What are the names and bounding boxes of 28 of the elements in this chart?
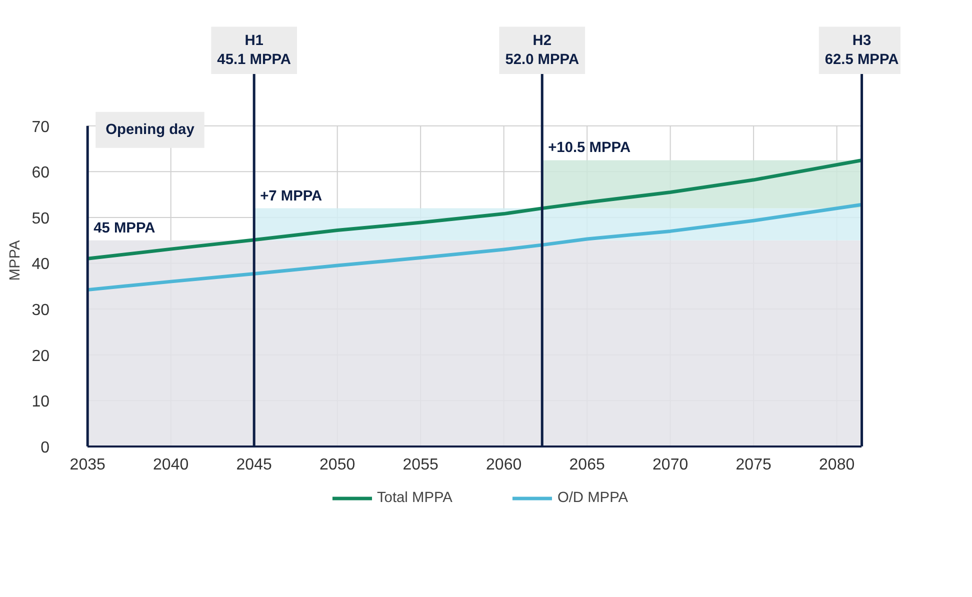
ref-line-label: Opening day bbox=[106, 122, 196, 138]
y-tick-label: 10 bbox=[32, 394, 50, 411]
y-tick-label: 50 bbox=[32, 210, 50, 228]
ref-line-label: H3 62.5 MPPA bbox=[824, 32, 900, 68]
x-tick-label: 2055 bbox=[402, 456, 438, 474]
x-tick-label: 2070 bbox=[652, 456, 688, 474]
y-tick-label: 70 bbox=[32, 118, 50, 136]
x-tick-label: 2040 bbox=[153, 456, 189, 474]
band-label: 45 MPPA bbox=[94, 220, 156, 236]
x-tick-label: 2060 bbox=[486, 456, 522, 474]
y-tick-label: 60 bbox=[32, 164, 50, 182]
y-tick-label: 40 bbox=[32, 256, 50, 274]
y-axis-title: MPPA bbox=[8, 240, 24, 281]
band-label: +7 MPPA bbox=[260, 188, 323, 204]
ref-line-label: H2 52.0 MPPA bbox=[505, 32, 580, 68]
x-tick-label: 2050 bbox=[320, 456, 356, 474]
x-tick-label: 2035 bbox=[70, 456, 106, 474]
ref-line-label: H1 45.1 MPPA bbox=[217, 32, 292, 68]
x-tick-label: 2080 bbox=[819, 456, 855, 474]
y-tick-label: 0 bbox=[40, 439, 50, 456]
y-tick-label: 20 bbox=[32, 348, 50, 365]
y-tick-label: 30 bbox=[32, 302, 50, 320]
x-tick-label: 2075 bbox=[736, 456, 772, 474]
x-tick-label: 2065 bbox=[569, 456, 605, 474]
x-tick-label: 2045 bbox=[236, 456, 272, 474]
legend-label: O/D MPPA bbox=[557, 490, 628, 506]
legend-label: Total MPPA bbox=[376, 490, 452, 506]
band-label: +10.5 MPPA bbox=[548, 140, 631, 156]
